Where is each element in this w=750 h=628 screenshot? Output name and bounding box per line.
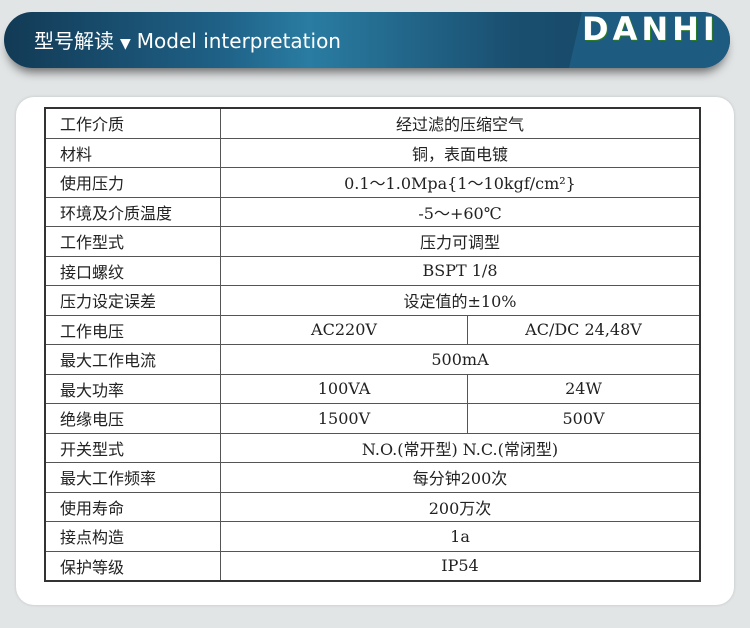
spec-label: 最大功率 <box>44 373 221 404</box>
spec-value: 24W <box>467 373 701 404</box>
spec-label: 接点构造 <box>44 521 221 552</box>
table-row: 使用压力 0.1～1.0Mpa{1～10kgf/cm²} <box>44 167 701 198</box>
table-row: 绝缘电压 1500V 500V <box>44 403 701 434</box>
spec-label: 开关型式 <box>44 432 221 463</box>
spec-value: BSPT 1/8 <box>220 255 701 286</box>
table-row: 工作电压 AC220V AC/DC 24,48V <box>44 314 701 345</box>
triangle-down-icon: ▼ <box>120 36 131 52</box>
table-row: 工作型式 压力可调型 <box>44 226 701 257</box>
spec-label: 保护等级 <box>44 550 221 582</box>
table-row: 最大工作电流 500mA <box>44 344 701 375</box>
spec-value: 100VA <box>220 373 468 404</box>
brand-logo: DANHI <box>582 10 719 48</box>
title-en: Model interpretation <box>136 29 341 53</box>
spec-value: 压力可调型 <box>220 226 701 257</box>
table-row: 开关型式 N.O.(常开型) N.C.(常闭型) <box>44 432 701 463</box>
table-row: 工作介质 经过滤的压缩空气 <box>44 107 701 139</box>
spec-value: N.O.(常开型) N.C.(常闭型) <box>220 432 701 463</box>
spec-value: 经过滤的压缩空气 <box>220 107 701 139</box>
spec-label: 最大工作频率 <box>44 462 221 493</box>
spec-value: 每分钟200次 <box>220 462 701 493</box>
spec-label: 绝缘电压 <box>44 403 221 434</box>
table-row: 最大工作频率 每分钟200次 <box>44 462 701 493</box>
spec-label: 使用寿命 <box>44 491 221 522</box>
logo-background <box>569 12 730 68</box>
spec-value: 1a <box>220 521 701 552</box>
spec-value: 1500V <box>220 403 468 434</box>
spec-value: AC/DC 24,48V <box>467 314 701 345</box>
spec-label: 压力设定误差 <box>44 285 221 316</box>
section-title: 型号解读 ▼ Model interpretation <box>34 25 341 54</box>
table-row: 使用寿命 200万次 <box>44 491 701 522</box>
spec-table: 工作介质 经过滤的压缩空气 材料 铜，表面电镀 使用压力 0.1～1.0Mpa{1～10k… <box>44 107 701 582</box>
spec-value: 500mA <box>220 344 701 375</box>
table-row: 材料 铜，表面电镀 <box>44 137 701 168</box>
spec-label: 材料 <box>44 137 221 168</box>
spec-value: AC220V <box>220 314 468 345</box>
table-row: 最大功率 100VA 24W <box>44 373 701 404</box>
spec-label: 使用压力 <box>44 167 221 198</box>
spec-label: 最大工作电流 <box>44 344 221 375</box>
section-header: 型号解读 ▼ Model interpretation <box>4 12 730 68</box>
spec-value: 设定值的±10% <box>220 285 701 316</box>
title-cn: 型号解读 <box>34 29 114 53</box>
spec-value: 0.1～1.0Mpa{1～10kgf/cm²} <box>220 167 701 198</box>
spec-label: 工作介质 <box>44 107 221 139</box>
table-row: 环境及介质温度 -5～+60℃ <box>44 196 701 227</box>
table-row: 接口螺纹 BSPT 1/8 <box>44 255 701 286</box>
spec-value: 铜，表面电镀 <box>220 137 701 168</box>
table-row: 压力设定误差 设定值的±10% <box>44 285 701 316</box>
spec-label: 工作电压 <box>44 314 221 345</box>
table-row: 保护等级 IP54 <box>44 550 701 582</box>
spec-value: -5～+60℃ <box>220 196 701 227</box>
spec-label: 工作型式 <box>44 226 221 257</box>
table-row: 接点构造 1a <box>44 521 701 552</box>
spec-label: 环境及介质温度 <box>44 196 221 227</box>
spec-label: 接口螺纹 <box>44 255 221 286</box>
spec-value: 200万次 <box>220 491 701 522</box>
spec-value: 500V <box>467 403 701 434</box>
spec-value: IP54 <box>220 550 701 582</box>
